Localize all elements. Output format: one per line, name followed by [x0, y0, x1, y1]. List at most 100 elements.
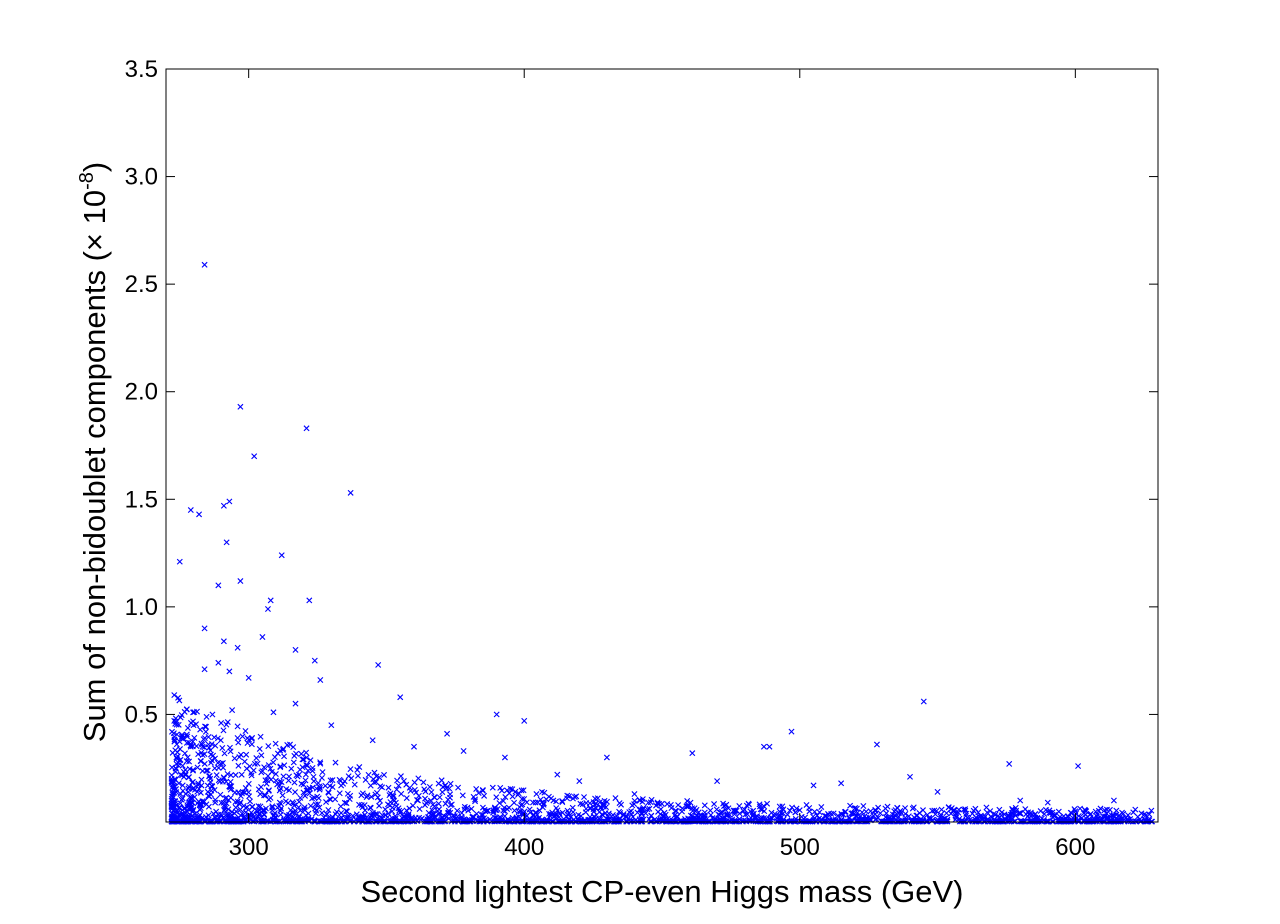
data-point [838, 780, 845, 787]
scatter-points [168, 261, 1156, 825]
data-point [554, 771, 561, 778]
data-point [201, 744, 208, 751]
data-point [191, 709, 198, 716]
data-point [283, 812, 290, 819]
data-point [594, 795, 601, 802]
data-point [1005, 812, 1012, 819]
data-point [318, 774, 325, 781]
data-point [436, 794, 443, 801]
data-point [736, 810, 743, 817]
data-point [211, 734, 218, 741]
data-point [206, 773, 212, 780]
data-point [916, 810, 923, 817]
data-point [317, 759, 324, 766]
data-point [211, 765, 218, 772]
data-point [883, 810, 890, 817]
data-point [856, 813, 863, 820]
data-point [270, 812, 277, 819]
data-point [277, 764, 284, 771]
data-point [317, 677, 324, 683]
data-point [548, 795, 555, 802]
data-point [544, 817, 551, 824]
data-point [786, 807, 793, 814]
data-point [168, 728, 175, 735]
data-point [654, 800, 661, 807]
data-point [199, 767, 206, 774]
data-point [325, 789, 332, 796]
data-point [450, 812, 457, 819]
data-point [188, 794, 195, 801]
data-point [315, 801, 321, 808]
data-point [1117, 816, 1124, 823]
data-point [368, 812, 375, 819]
data-point [222, 795, 229, 802]
data-point [1041, 811, 1048, 818]
data-point [226, 744, 233, 751]
data-point [405, 813, 412, 820]
data-point [413, 789, 420, 796]
data-point [1046, 809, 1053, 816]
data-point [189, 778, 196, 785]
data-point [373, 789, 380, 796]
data-point [204, 767, 211, 774]
data-point [1093, 813, 1100, 820]
data-point [303, 749, 310, 756]
data-point [301, 806, 308, 813]
data-point [176, 738, 183, 745]
data-point [578, 813, 585, 820]
data-point [1075, 763, 1082, 770]
data-point [554, 807, 561, 814]
data-point [292, 789, 299, 796]
data-point [283, 818, 290, 825]
data-point [472, 798, 479, 805]
data-point [553, 810, 560, 817]
data-point [223, 539, 230, 546]
data-point [373, 773, 380, 780]
data-point [214, 735, 221, 742]
y-axis-title-base: 10 [77, 190, 112, 233]
data-point [717, 818, 724, 825]
data-point [973, 818, 980, 825]
data-point [1068, 810, 1075, 817]
data-point [323, 799, 330, 806]
data-point [385, 784, 392, 791]
data-point [313, 785, 320, 792]
data-point [406, 784, 413, 791]
data-point [908, 818, 915, 825]
data-point [361, 802, 368, 809]
data-point [261, 764, 268, 771]
data-point [189, 738, 196, 745]
data-point [693, 815, 700, 822]
data-point [588, 818, 595, 825]
data-point [306, 784, 313, 791]
data-point [521, 717, 528, 724]
data-point [1148, 807, 1155, 814]
data-point [937, 813, 944, 820]
data-point [294, 773, 301, 780]
data-point [276, 799, 283, 806]
data-point [282, 798, 289, 805]
data-point [195, 751, 202, 758]
data-point [445, 809, 452, 816]
data-point [218, 720, 225, 727]
data-point [168, 764, 175, 771]
data-point [348, 775, 355, 782]
data-point [328, 722, 335, 729]
data-point [208, 759, 214, 766]
data-point [233, 808, 240, 815]
data-point [208, 787, 215, 794]
data-point [636, 806, 643, 813]
data-point [217, 760, 224, 767]
data-point [391, 797, 398, 804]
data-point [177, 756, 184, 763]
data-point [863, 808, 870, 815]
data-point [179, 795, 186, 802]
data-point [1082, 807, 1089, 814]
data-point [220, 638, 227, 645]
data-point [351, 781, 358, 788]
data-point [473, 786, 480, 793]
data-point [242, 728, 249, 734]
data-point [816, 809, 823, 816]
data-point [204, 788, 211, 795]
data-point [269, 803, 276, 810]
